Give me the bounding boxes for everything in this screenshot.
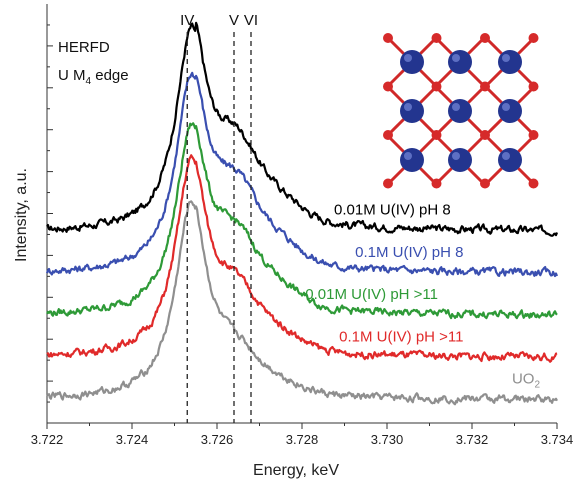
y-axis-title: Intensity, a.u.: [13, 168, 30, 262]
reference-line-label: IV: [180, 12, 194, 29]
oxygen-atom: [431, 178, 442, 189]
oxygen-atom: [528, 178, 539, 189]
x-tick-label: 3.722: [31, 432, 64, 447]
oxygen-atom: [383, 178, 393, 189]
x-tick-label: 3.724: [116, 432, 149, 447]
atom-highlight: [502, 103, 510, 111]
series-line: [46, 154, 558, 363]
edge-annotation-line2: U M4 edge: [58, 67, 129, 87]
uranium-atom: [448, 50, 472, 74]
atom-highlight: [404, 54, 412, 62]
x-tick-label: 3.732: [456, 432, 489, 447]
atom-highlight: [502, 152, 510, 160]
uranium-atom: [400, 148, 424, 172]
series-label: UO2: [512, 371, 541, 391]
atom-highlight: [452, 103, 460, 111]
oxygen-atom: [528, 81, 539, 92]
oxygen-atom: [431, 81, 442, 92]
x-tick-label: 3.734: [541, 432, 574, 447]
series-line: [46, 122, 558, 320]
x-tick-label: 3.726: [201, 432, 234, 447]
oxygen-atom: [383, 130, 393, 140]
oxygen-atom: [431, 130, 442, 140]
atom-highlight: [404, 103, 412, 111]
uranium-atom: [400, 50, 424, 74]
reference-lines: IV V VI: [180, 12, 258, 423]
crystal-structure-inset: [383, 33, 539, 189]
edge-annotation-line1: HERFD: [58, 39, 110, 56]
oxygen-atom: [431, 33, 442, 43]
edge-annotation-suffix: edge: [91, 67, 129, 84]
oxygen-atom: [480, 130, 490, 140]
series-layer: [45, 21, 559, 406]
oxygen-atom: [383, 33, 393, 43]
reference-line-label: VI: [244, 12, 258, 29]
uranium-atom: [400, 99, 424, 123]
edge-annotation-sub: 4: [86, 76, 92, 87]
series-label: 0.01M U(IV) pH >11: [305, 286, 438, 303]
series-line: [45, 71, 559, 278]
uranium-atom: [498, 99, 522, 123]
series-line: [46, 21, 559, 237]
series-label: 0.01M U(IV) pH 8: [334, 202, 451, 219]
reference-line-label: V: [229, 12, 239, 29]
series-line: [46, 200, 558, 406]
atom-highlight: [502, 54, 510, 62]
edge-annotation-prefix: U M: [58, 67, 86, 84]
oxygen-atom: [480, 178, 490, 189]
atom-highlight: [452, 54, 460, 62]
uranium-atom: [498, 148, 522, 172]
series-label: 0.1M U(IV) pH 8: [355, 244, 463, 261]
oxygen-atom: [383, 81, 393, 92]
atom-highlight: [404, 152, 412, 160]
axis-ticks: 3.722 3.724 3.726 3.728 3.730 3.732 3.734: [31, 24, 574, 447]
uranium-atom: [498, 50, 522, 74]
x-tick-label: 3.730: [371, 432, 404, 447]
uranium-atom: [448, 99, 472, 123]
x-tick-label: 3.728: [286, 432, 319, 447]
oxygen-atom: [528, 130, 539, 140]
series-label: 0.1M U(IV) pH >11: [339, 328, 463, 345]
oxygen-atom: [480, 81, 490, 92]
x-axis-title: Energy, keV: [253, 462, 339, 479]
oxygen-atom: [480, 33, 490, 43]
atom-highlight: [452, 152, 460, 160]
oxygen-atom: [528, 33, 539, 43]
series-labels: 0.01M U(IV) pH 8 0.1M U(IV) pH 8 0.01M U(I…: [305, 202, 540, 391]
uranium-atom: [448, 148, 472, 172]
